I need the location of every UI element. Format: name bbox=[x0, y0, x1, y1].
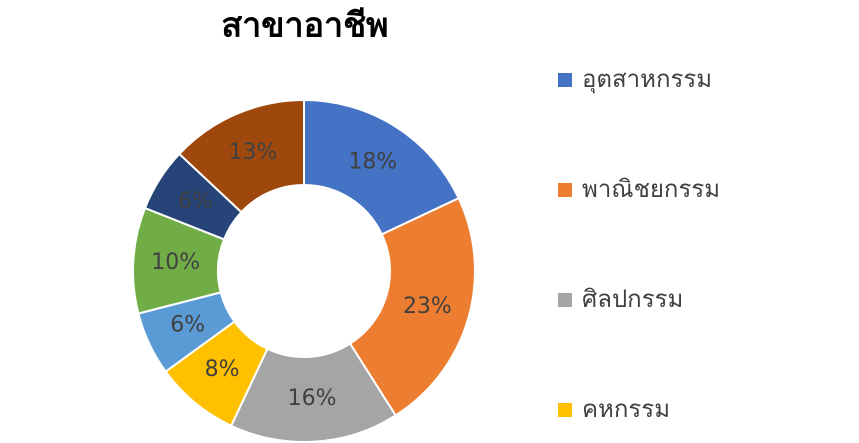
data-label: 6% bbox=[170, 313, 205, 338]
data-label: 8% bbox=[205, 357, 240, 382]
data-label: 23% bbox=[403, 294, 452, 319]
data-label: 13% bbox=[229, 140, 278, 165]
legend-swatch bbox=[558, 183, 572, 197]
data-label: 18% bbox=[348, 150, 397, 175]
legend-swatch bbox=[558, 403, 572, 417]
legend-swatch bbox=[558, 73, 572, 87]
chart-title: สาขาอาชีพ bbox=[221, 6, 388, 46]
legend-label: คหกรรม bbox=[582, 395, 670, 423]
legend-swatch bbox=[558, 293, 572, 307]
legend-label: พาณิชยกรรม bbox=[582, 175, 720, 203]
legend-label: ศิลปกรรม bbox=[582, 285, 683, 313]
legend-label: อุตสาหกรรม bbox=[582, 65, 712, 94]
chart: สาขาอาชีพ 18%23%16%8%6%10%6%13%อุตสาหกรร… bbox=[0, 0, 859, 443]
data-label: 6% bbox=[178, 189, 213, 214]
data-label: 10% bbox=[151, 250, 200, 275]
data-label: 16% bbox=[288, 386, 337, 411]
